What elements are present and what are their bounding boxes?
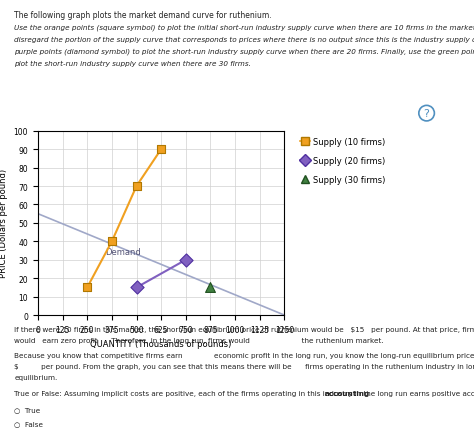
Text: $          per pound. From the graph, you can see that this means there will be : $ per pound. From the graph, you can see… (14, 364, 474, 370)
X-axis label: QUANTITY (Thousands of pounds): QUANTITY (Thousands of pounds) (91, 339, 232, 349)
Text: Demand: Demand (105, 247, 141, 257)
Point (207, 284, 214, 291)
Text: accounting: accounting (325, 390, 370, 396)
Text: plot the short-run industry supply curve when there are 30 firms.: plot the short-run industry supply curve… (14, 61, 251, 67)
Text: purple points (diamond symbol) to plot the short-run industry supply curve when : purple points (diamond symbol) to plot t… (14, 49, 474, 55)
Text: equilibrium.: equilibrium. (14, 374, 57, 381)
Text: would   earn zero profit   .  Therefore, in the long run, firms would           : would earn zero profit . Therefore, in t… (14, 337, 384, 343)
Point (83, 284, 91, 291)
Point (133, 284, 140, 291)
Text: disregard the portion of the supply curve that corresponds to prices where there: disregard the portion of the supply curv… (14, 36, 474, 43)
Text: Because you know that competitive firms earn              economic profit in the: Because you know that competitive firms … (14, 353, 474, 359)
Y-axis label: PRICE (Dollars per pound): PRICE (Dollars per pound) (0, 169, 8, 278)
Text: ?: ? (424, 109, 429, 119)
Text: ○  True: ○ True (14, 406, 40, 413)
Point (133, 183, 140, 190)
Text: True or False: Assuming implicit costs are positive, each of the firms operating: True or False: Assuming implicit costs a… (14, 390, 474, 396)
Text: ○  False: ○ False (14, 420, 43, 426)
Legend: Supply (10 firms), Supply (20 firms), Supply (30 firms): Supply (10 firms), Supply (20 firms), Su… (299, 135, 387, 186)
Point (182, 257, 190, 264)
Text: The following graph plots the market demand curve for ruthenium.: The following graph plots the market dem… (14, 11, 272, 20)
Point (108, 238, 116, 245)
Text: Use the orange points (square symbol) to plot the initial short-run industry sup: Use the orange points (square symbol) to… (14, 24, 474, 31)
Text: If there were 10 firms in this market, the short-run equilibrium price of ruthen: If there were 10 firms in this market, t… (14, 326, 474, 332)
Point (157, 146, 165, 153)
